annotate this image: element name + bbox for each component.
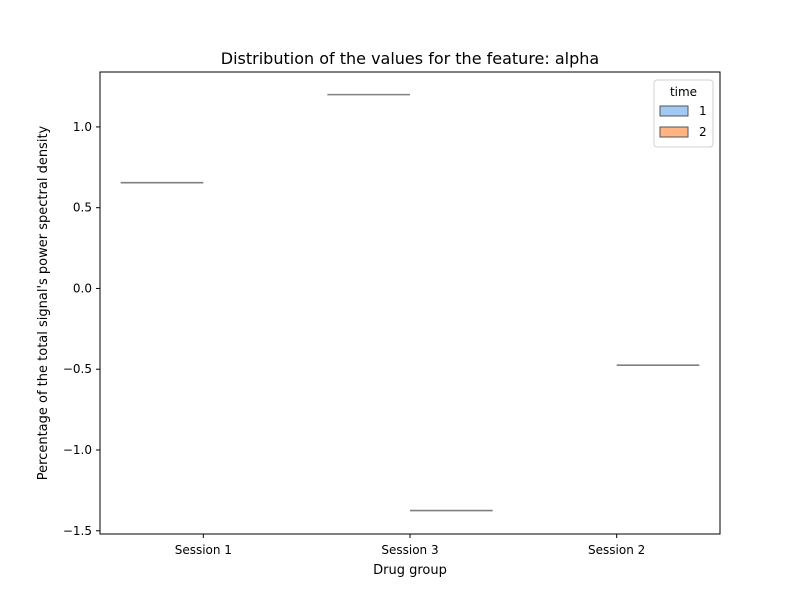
x-tick-label-1: Session 1	[175, 543, 232, 557]
legend-title: time	[670, 85, 697, 99]
median-lines	[120, 93, 700, 512]
y-tick-label-3: −0.5	[63, 362, 92, 376]
y-tick-label-5: 0.5	[73, 201, 92, 215]
legend-swatch-2	[659, 126, 689, 138]
y-tick-label-1: −1.5	[63, 524, 92, 538]
y-axis: −1.5 −1.0 −0.5 0.0 0.5 1.0	[63, 120, 100, 538]
chart-title: Distribution of the values for the featu…	[221, 49, 599, 68]
y-tick-label-2: −1.0	[63, 443, 92, 457]
y-tick-label-6: 1.0	[73, 120, 92, 134]
plot-area	[99, 71, 721, 535]
legend-swatch-1	[659, 105, 689, 117]
x-axis-label: Drug group	[373, 563, 447, 578]
y-tick-label-4: 0.0	[73, 281, 92, 295]
plot-frame	[99, 71, 721, 535]
x-tick-label-2: Session 3	[381, 543, 438, 557]
y-axis-label: Percentage of the total signal's power s…	[36, 125, 51, 480]
x-axis: Session 1 Session 3 Session 2	[175, 534, 645, 557]
legend-label-2: 2	[699, 125, 707, 139]
legend-label-1: 1	[699, 104, 707, 118]
x-tick-label-3: Session 2	[588, 543, 645, 557]
